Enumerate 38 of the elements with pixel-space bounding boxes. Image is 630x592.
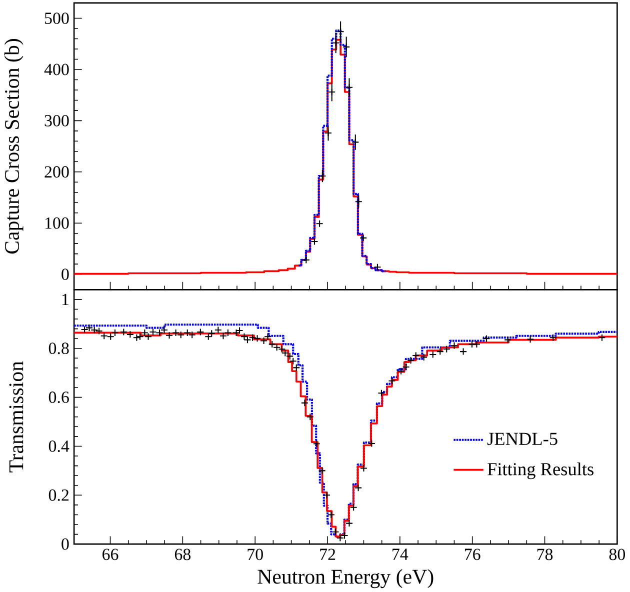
- x-tick-label: 66: [102, 548, 118, 560]
- point: [302, 256, 310, 264]
- x-tick-label: 76: [464, 548, 480, 560]
- point: [328, 88, 336, 96]
- y-tick-label: 0.4: [48, 440, 70, 452]
- y-tick-label: 0.2: [48, 489, 69, 501]
- y-tick-label: 200: [44, 166, 69, 178]
- point: [332, 38, 340, 46]
- y-tick-label: 100: [45, 217, 69, 229]
- point: [352, 138, 360, 146]
- x-tick-label: 74: [392, 548, 408, 560]
- point: [310, 238, 318, 246]
- y-tick-label: 0.8: [48, 342, 69, 354]
- y-tick-label: 0: [62, 538, 69, 550]
- y-tick-label: 0.6: [48, 391, 69, 403]
- y-tick-label: 400: [44, 64, 69, 75]
- y-axis-title: Capture Cross Section (b): [4, 38, 24, 254]
- x-tick-label: 68: [174, 548, 191, 560]
- y-axis-title: Transmission: [9, 361, 24, 472]
- x-tick-label: 78: [537, 548, 553, 560]
- x-tick-label: 70: [248, 548, 263, 560]
- legend-label: Fitting Results: [488, 462, 594, 479]
- y-tick-label: 1: [62, 294, 68, 305]
- y-tick-label: 0: [62, 268, 69, 280]
- legend-label: JENDL-5: [487, 432, 558, 445]
- x-tick-label: 80: [609, 548, 626, 560]
- point: [324, 128, 332, 137]
- point: [316, 220, 324, 228]
- x-axis-title: Neutron Energy (eV): [258, 568, 434, 588]
- point: [318, 172, 326, 180]
- y-tick-label: 500: [44, 12, 69, 24]
- point: [342, 42, 350, 51]
- point: [374, 263, 382, 271]
- point: [345, 83, 354, 91]
- point: [354, 198, 362, 206]
- x-tick-label: 72: [320, 548, 336, 560]
- y-tick-label: 300: [44, 114, 69, 126]
- point: [360, 234, 368, 242]
